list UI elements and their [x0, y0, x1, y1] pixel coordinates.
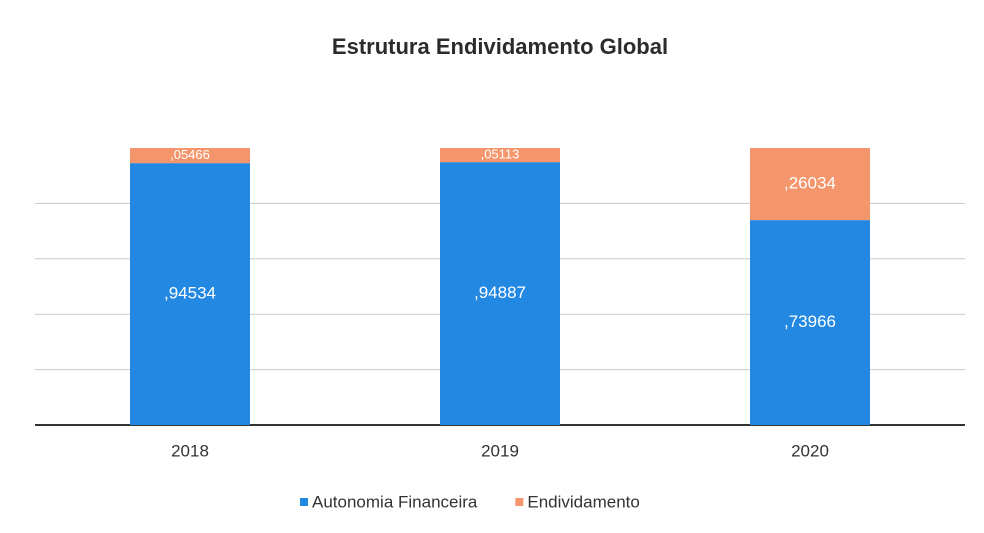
value-label: ,05113 — [481, 147, 520, 162]
legend-label: Autonomia Financeira — [312, 492, 478, 511]
bar-segment — [130, 163, 250, 426]
bar-segment — [440, 162, 560, 425]
bar-segment — [750, 220, 870, 425]
x-tick-label: 2018 — [171, 441, 209, 460]
x-tick-label: 2019 — [481, 441, 519, 460]
x-tick-label: 2020 — [791, 441, 829, 460]
legend-label: Endividamento — [527, 492, 639, 511]
legend-swatch — [515, 498, 524, 506]
value-label: ,05466 — [170, 147, 210, 162]
bar-segment — [130, 148, 250, 164]
bar-segment — [440, 148, 560, 163]
value-label: ,73966 — [784, 312, 836, 331]
value-label: ,26034 — [784, 174, 836, 193]
chart-title: Estrutura Endividamento Global — [332, 34, 668, 59]
value-label: ,94887 — [474, 283, 526, 302]
value-label: ,94534 — [164, 284, 216, 303]
bar-segment — [750, 148, 870, 221]
legend-swatch — [300, 498, 308, 506]
